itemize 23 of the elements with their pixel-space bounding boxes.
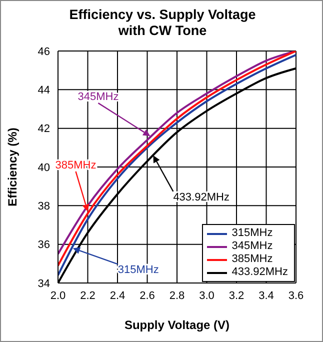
x-tick-label: 3.2 — [228, 290, 244, 302]
x-tick-label: 3.4 — [258, 290, 274, 302]
x-tick-label: 2.8 — [169, 290, 185, 302]
legend-label: 345MHz — [232, 240, 273, 253]
y-tick-label: 36 — [38, 239, 50, 252]
y-tick-label: 44 — [38, 84, 50, 97]
x-tick-label: 3.0 — [199, 290, 214, 302]
y-axis-title: Efficiency (%) — [5, 128, 20, 206]
y-tick-label: 34 — [38, 278, 50, 290]
legend-label: 433.92MHz — [232, 266, 288, 279]
x-tick-label: 3.6 — [288, 290, 304, 302]
y-tick-label: 38 — [38, 200, 50, 213]
x-axis-title: Supply Voltage (V) — [124, 318, 230, 332]
legend-label: 385MHz — [232, 253, 273, 266]
x-tick-label: 2.2 — [80, 290, 96, 302]
y-tick-label: 42 — [38, 123, 50, 136]
x-tick-label: 2.6 — [140, 290, 155, 302]
chart-title: Efficiency vs. Supply Voltage with CW Tone — [68, 7, 257, 39]
y-tick-label: 40 — [38, 162, 50, 174]
legend-label: 315MHz — [232, 227, 273, 240]
y-tick-label: 46 — [38, 46, 50, 58]
x-tick-label: 2.0 — [50, 290, 66, 302]
x-tick-label: 2.4 — [110, 290, 126, 302]
